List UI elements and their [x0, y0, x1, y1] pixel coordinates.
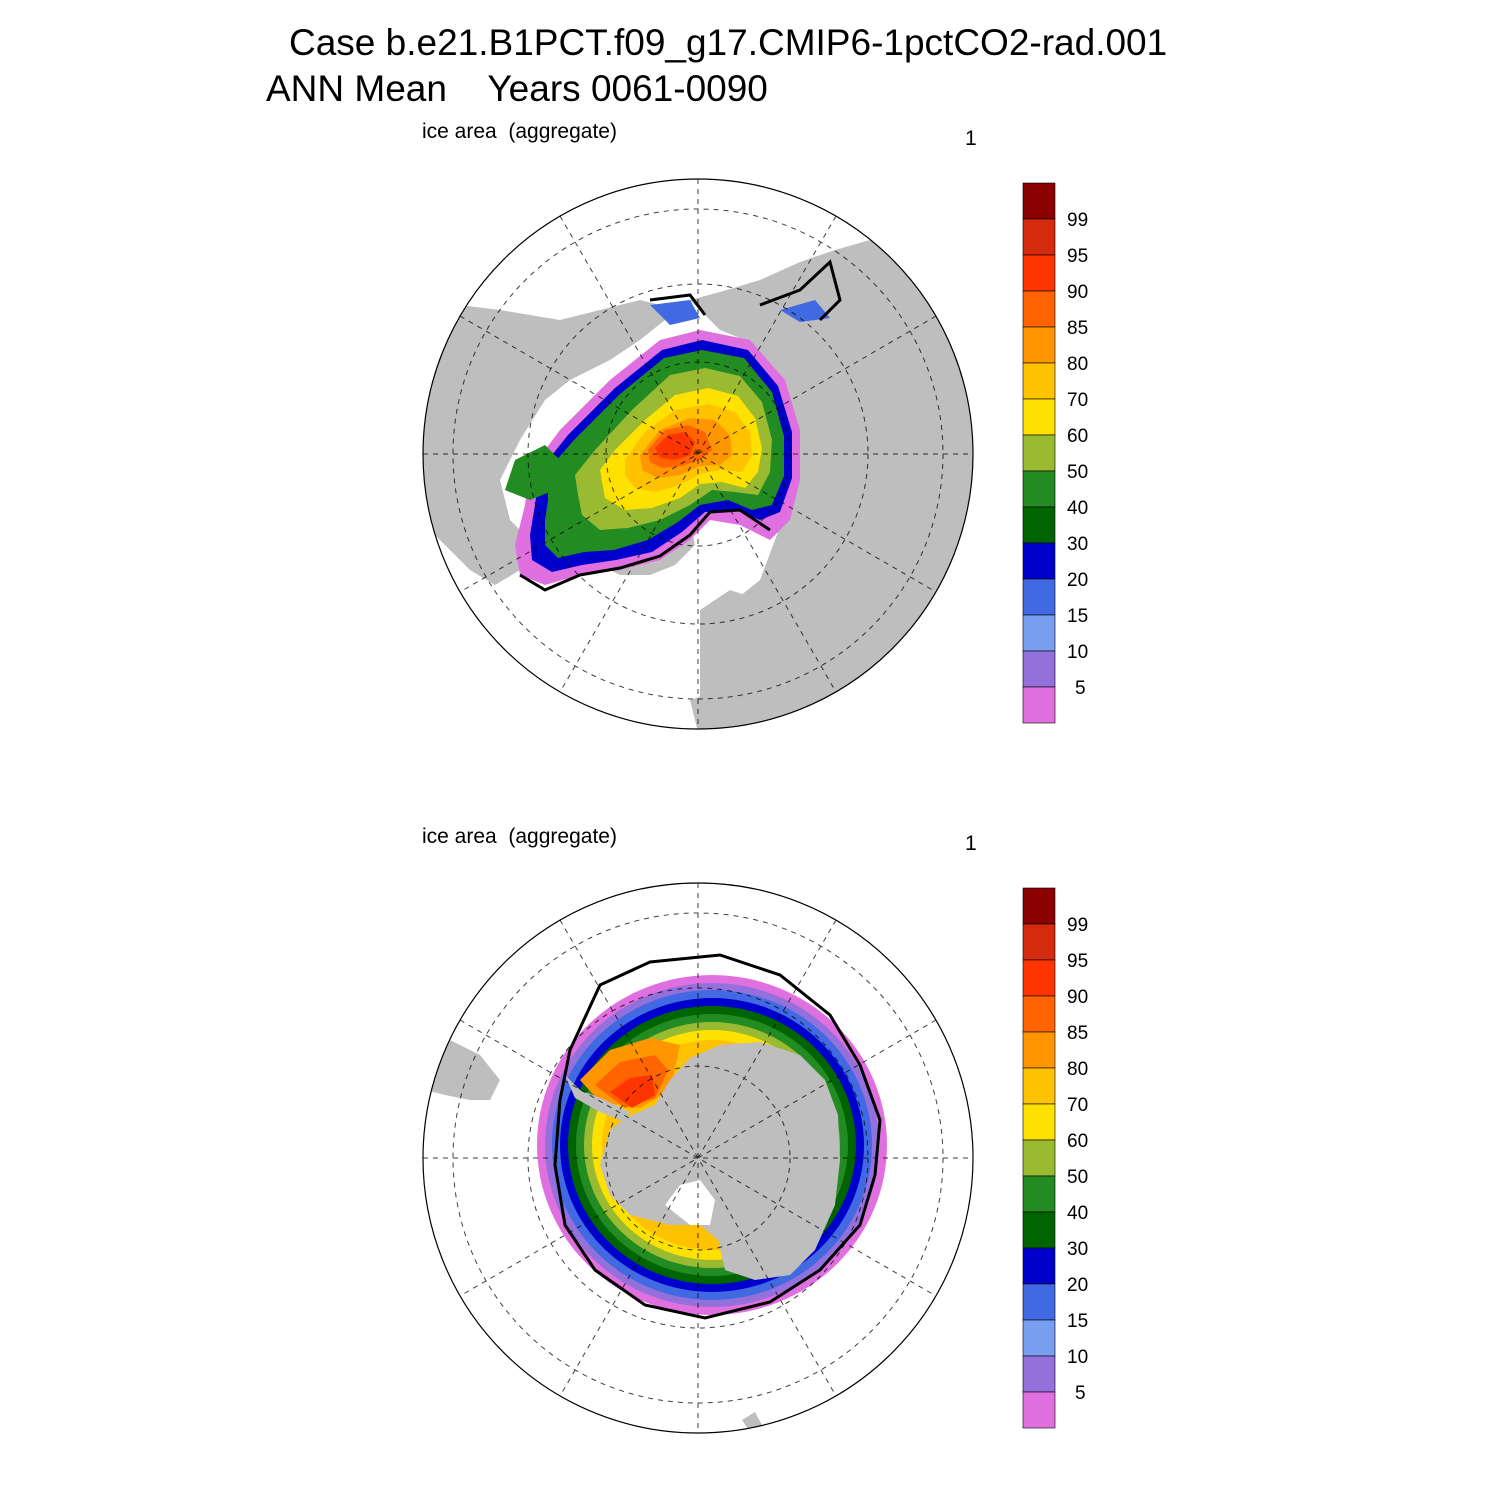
north-polar-map [422, 178, 974, 730]
north-colorbar-swatch [1022, 470, 1056, 508]
south-colorbar-swatch [1022, 1211, 1056, 1249]
north-panel-label: ice area (aggregate) [422, 120, 617, 143]
north-colorbar-tick-label: 15 [1067, 606, 1088, 627]
south-colorbar-swatch [1022, 923, 1056, 961]
north-colorbar-swatch [1022, 218, 1056, 256]
south-colorbar-swatch [1022, 1247, 1056, 1285]
south-colorbar-tick-label: 95 [1067, 951, 1088, 972]
south-colorbar-swatch [1022, 1031, 1056, 1069]
south-colorbar-swatch [1022, 1283, 1056, 1321]
south-colorbar-tick-label: 70 [1067, 1095, 1088, 1116]
north-colorbar-swatch [1022, 290, 1056, 328]
south-colorbar-swatch [1022, 887, 1056, 925]
north-colorbar-tick-label: 10 [1067, 642, 1088, 663]
north-panel-number: 1 [965, 127, 977, 150]
north-colorbar-tick-label: 99 [1067, 210, 1088, 231]
south-colorbar-swatch [1022, 1067, 1056, 1105]
north-colorbar-tick-label: 85 [1067, 318, 1088, 339]
south-ross-shelf [665, 1180, 715, 1225]
north-ice-95 [655, 432, 695, 460]
south-colorbar-tick-label: 85 [1067, 1023, 1088, 1044]
south-colorbar-tick-label: 90 [1067, 987, 1088, 1008]
north-colorbar-swatch [1022, 686, 1056, 724]
south-colorbar-tick-label: 15 [1067, 1311, 1088, 1332]
north-colorbar-swatch [1022, 650, 1056, 688]
south-colorbar-tick-label: 10 [1067, 1347, 1088, 1368]
south-colorbar-swatch [1022, 1139, 1056, 1177]
figure-title-line1: Case b.e21.B1PCT.f09_g17.CMIP6-1pctCO2-r… [289, 22, 1168, 63]
south-map-border [422, 882, 974, 1434]
north-land-north-america [423, 300, 665, 585]
south-colorbar-tick-label: 20 [1067, 1275, 1088, 1296]
south-observed-ice-edge [553, 953, 882, 1320]
south-colorbar-tick-label: 30 [1067, 1239, 1088, 1260]
south-colorbar-swatch [1022, 1319, 1056, 1357]
north-colorbar-swatch [1022, 542, 1056, 580]
figure-title-line2: ANN Mean Years 0061-0090 [266, 68, 768, 109]
north-colorbar-tick-label: 30 [1067, 534, 1088, 555]
south-colorbar-swatch [1022, 1103, 1056, 1141]
north-observed-ice-edge [519, 259, 842, 592]
south-land-antarctica [600, 1042, 840, 1280]
south-polar-map [422, 882, 974, 1434]
south-colorbar-tick-label: 80 [1067, 1059, 1088, 1080]
north-colorbar-swatch [1022, 578, 1056, 616]
north-ice-bering [650, 300, 830, 325]
south-colorbar-swatch [1022, 995, 1056, 1033]
south-colorbar-swatch [1022, 1391, 1056, 1429]
north-colorbar-tick-label: 50 [1067, 462, 1088, 483]
south-ice-field [537, 975, 887, 1315]
south-colorbar-tick-label: 50 [1067, 1167, 1088, 1188]
north-colorbar-swatch [1022, 398, 1056, 436]
south-ice-weddell-95 [610, 1075, 655, 1108]
south-colorbar-tick-label: 40 [1067, 1203, 1088, 1224]
south-graticule [423, 883, 973, 1433]
south-colorbar-swatch [1022, 959, 1056, 997]
north-colorbar-swatch [1022, 614, 1056, 652]
south-colorbar-tick-label: 5 [1075, 1383, 1086, 1404]
south-colorbar-tick-label: 60 [1067, 1131, 1088, 1152]
north-colorbar-tick-label: 60 [1067, 426, 1088, 447]
south-colorbar: 99 95 90 85 80 70 60 50 40 30 20 15 10 5 [1022, 887, 1088, 1429]
north-colorbar-tick-label: 95 [1067, 246, 1088, 267]
south-panel-label: ice area (aggregate) [422, 825, 617, 848]
north-colorbar-swatch [1022, 182, 1056, 220]
south-land-antarctic-peninsula [565, 1075, 630, 1122]
south-colorbar-swatch [1022, 1175, 1056, 1213]
south-panel-number: 1 [965, 832, 977, 855]
south-colorbar-tick-label: 99 [1067, 915, 1088, 936]
north-colorbar-swatch [1022, 434, 1056, 472]
north-ice-hudson [505, 445, 560, 500]
north-colorbar-tick-label: 80 [1067, 354, 1088, 375]
north-colorbar-swatch [1022, 326, 1056, 364]
north-colorbar-swatch [1022, 506, 1056, 544]
north-colorbar-tick-label: 70 [1067, 390, 1088, 411]
north-map-border [422, 178, 974, 730]
south-colorbar-swatch [1022, 1355, 1056, 1393]
north-colorbar: 99 95 90 85 80 70 60 50 40 30 20 15 10 5 [1022, 182, 1088, 724]
north-colorbar-tick-label: 5 [1075, 678, 1086, 699]
north-colorbar-swatch [1022, 254, 1056, 292]
north-colorbar-tick-label: 40 [1067, 498, 1088, 519]
north-colorbar-swatch [1022, 362, 1056, 400]
north-colorbar-tick-label: 90 [1067, 282, 1088, 303]
north-colorbar-tick-label: 20 [1067, 570, 1088, 591]
